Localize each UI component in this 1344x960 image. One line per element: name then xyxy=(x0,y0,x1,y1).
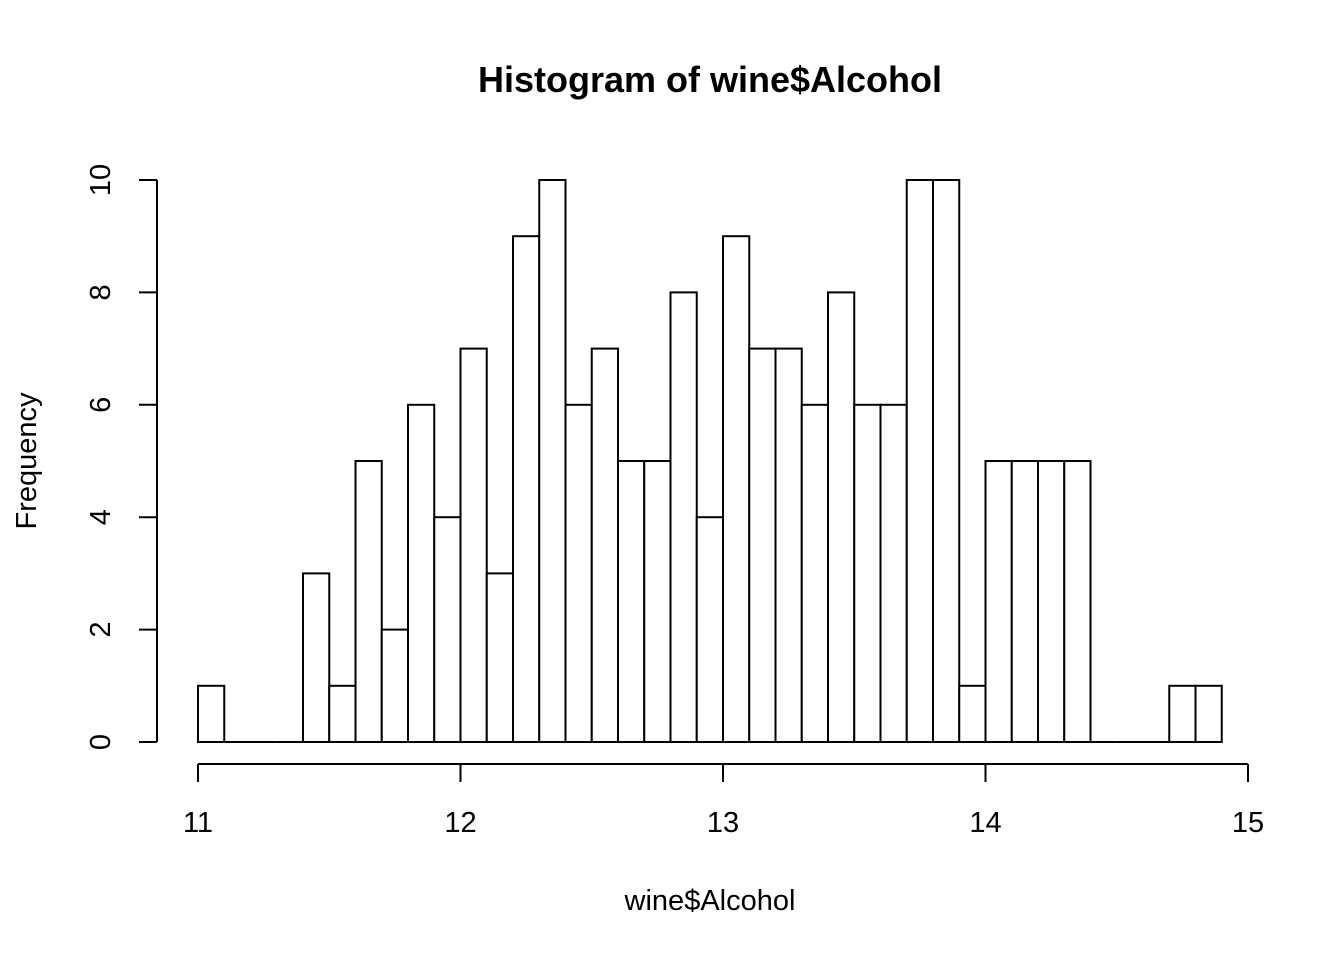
y-tick-label: 8 xyxy=(85,284,117,300)
y-axis: 0 2 4 6 8 10 xyxy=(85,164,158,750)
x-axis: 11 12 13 14 15 xyxy=(183,763,1264,839)
histogram-bar xyxy=(958,684,987,743)
y-tick-label: 4 xyxy=(85,509,117,525)
x-tick-label: 13 xyxy=(707,807,739,839)
histogram-bar xyxy=(485,572,514,744)
histogram-bar xyxy=(407,403,436,743)
histogram-bar xyxy=(1010,460,1039,743)
histogram-bar xyxy=(1194,684,1223,743)
histogram-bar xyxy=(380,628,409,743)
histogram-bar xyxy=(302,572,331,744)
histogram-bar xyxy=(617,460,646,743)
x-tick-label: 11 xyxy=(183,807,213,839)
histogram-bar xyxy=(197,684,226,743)
histogram-bar xyxy=(932,179,961,743)
y-tick-label: 0 xyxy=(85,734,117,750)
bars-group xyxy=(197,179,1223,744)
y-axis-label: Frequency xyxy=(11,392,43,530)
histogram-bar xyxy=(354,460,383,743)
histogram-bar xyxy=(328,684,357,743)
histogram-bar xyxy=(564,403,593,743)
histogram-bar xyxy=(669,291,698,743)
histogram-bar xyxy=(774,347,803,743)
histogram-bar xyxy=(643,460,672,743)
x-tick-label: 12 xyxy=(444,807,476,839)
histogram-bar xyxy=(1168,684,1197,743)
histogram-bar xyxy=(695,516,724,744)
x-tick-label: 14 xyxy=(969,807,1001,839)
histogram-bar xyxy=(800,403,829,743)
y-tick-label: 6 xyxy=(85,397,117,413)
histogram-bar xyxy=(538,179,567,743)
y-tick-label: 2 xyxy=(85,622,117,638)
x-axis-label: wine$Alcohol xyxy=(624,885,796,917)
histogram-bar xyxy=(433,516,462,744)
histogram-bar xyxy=(1063,460,1092,743)
y-tick-label: 10 xyxy=(85,164,117,196)
histogram-bar xyxy=(879,403,908,743)
chart-title: Histogram of wine$Alcohol xyxy=(478,59,942,100)
histogram-bar xyxy=(722,235,751,743)
histogram-bar xyxy=(984,460,1013,743)
histogram-bar xyxy=(748,347,777,743)
histogram-bar xyxy=(827,291,856,743)
x-tick-label: 15 xyxy=(1232,807,1264,839)
histogram-bar xyxy=(905,179,934,743)
histogram-bar xyxy=(590,347,619,743)
histogram-bar xyxy=(853,403,882,743)
histogram-bar xyxy=(459,347,488,743)
histogram-bar xyxy=(512,235,541,743)
histogram-bar xyxy=(1037,460,1066,743)
